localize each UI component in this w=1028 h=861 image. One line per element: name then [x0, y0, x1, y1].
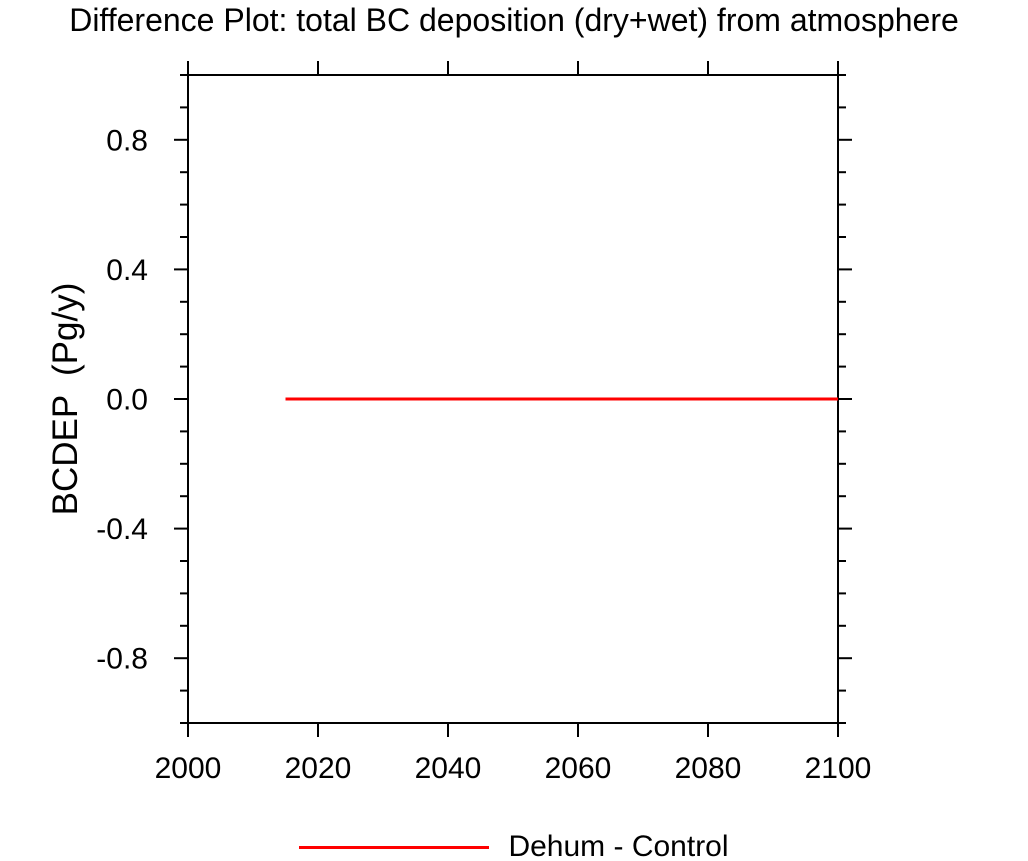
x-tick-label: 2000	[155, 752, 222, 785]
x-tick-label: 2040	[415, 752, 482, 785]
legend-label: Dehum - Control	[508, 830, 729, 861]
y-tick-label: -0.4	[96, 513, 148, 546]
x-tick-label: 2100	[805, 752, 872, 785]
legend-line-swatch	[299, 845, 490, 849]
x-tick-label: 2060	[545, 752, 612, 785]
y-tick-label: 0.4	[106, 254, 148, 287]
y-tick-label: -0.8	[96, 643, 148, 676]
legend: Dehum - Control	[0, 830, 1028, 861]
x-tick-label: 2020	[285, 752, 352, 785]
y-tick-label: 0.0	[106, 384, 148, 417]
y-tick-label: 0.8	[106, 124, 148, 157]
x-tick-label: 2080	[675, 752, 742, 785]
chart-title: Difference Plot: total BC deposition (dr…	[69, 2, 959, 38]
